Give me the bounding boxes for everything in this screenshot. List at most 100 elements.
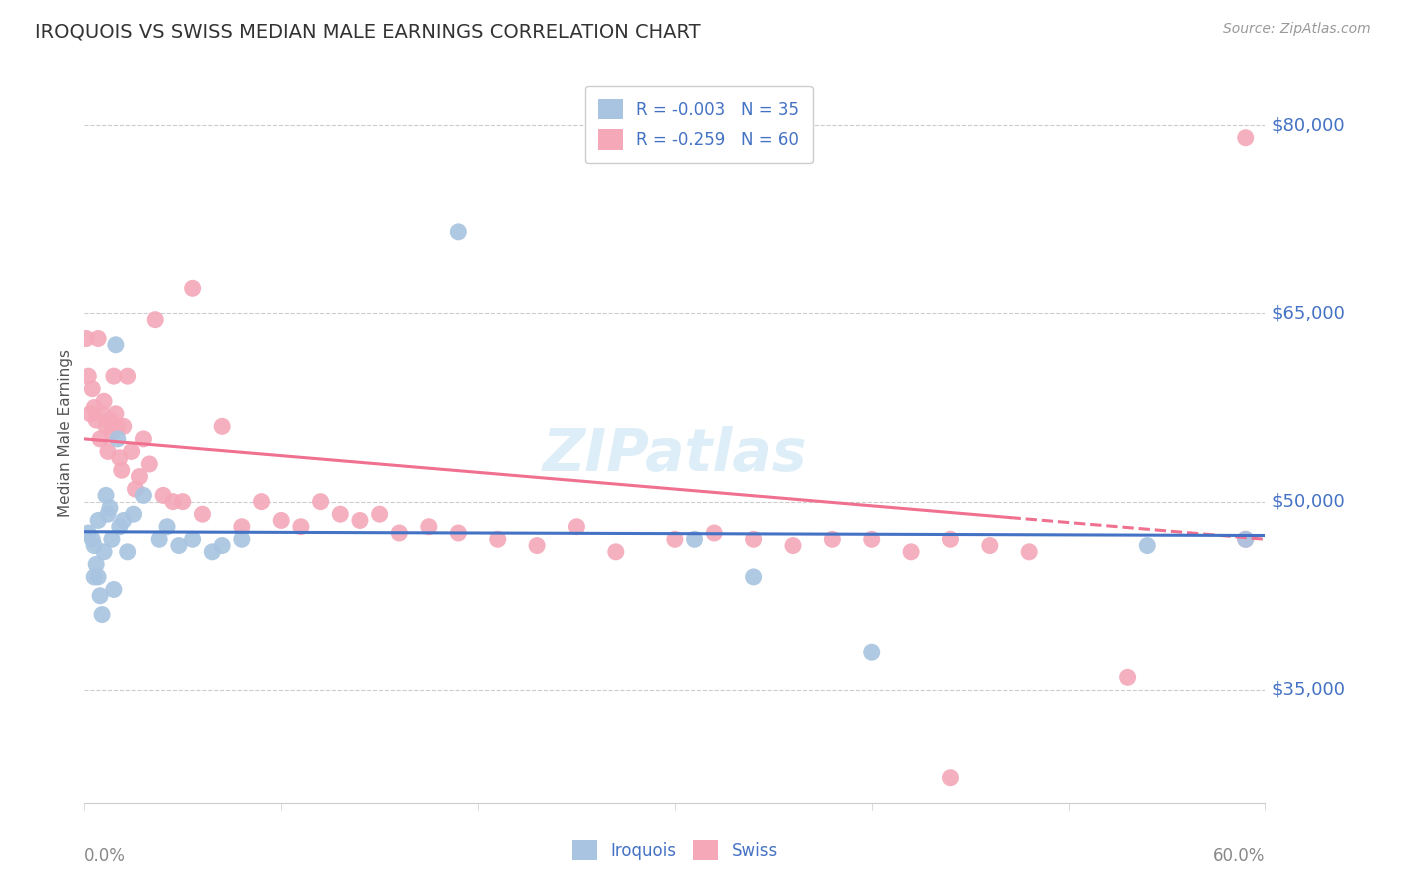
- Y-axis label: Median Male Earnings: Median Male Earnings: [58, 349, 73, 516]
- Point: [211, 539, 233, 553]
- Point: [98, 413, 121, 427]
- Text: $50,000: $50,000: [1271, 492, 1346, 510]
- Point: [156, 520, 179, 534]
- Point: [122, 507, 145, 521]
- Point: [112, 513, 135, 527]
- Point: [93, 545, 115, 559]
- Legend: Iroquois, Swiss: Iroquois, Swiss: [564, 831, 786, 869]
- Point: [152, 488, 174, 502]
- Point: [128, 469, 150, 483]
- Point: [84, 558, 107, 572]
- Point: [900, 545, 922, 559]
- Point: [939, 533, 962, 547]
- Point: [117, 369, 139, 384]
- Point: [97, 444, 120, 458]
- Point: [270, 513, 292, 527]
- Point: [91, 407, 114, 421]
- Text: $65,000: $65,000: [1271, 304, 1346, 322]
- Point: [87, 513, 110, 527]
- Point: [138, 457, 160, 471]
- Point: [98, 500, 121, 515]
- Point: [83, 539, 105, 553]
- Point: [108, 520, 131, 534]
- Point: [121, 444, 143, 458]
- Point: [89, 589, 111, 603]
- Point: [201, 545, 224, 559]
- Text: Source: ZipAtlas.com: Source: ZipAtlas.com: [1223, 22, 1371, 37]
- Point: [83, 401, 105, 415]
- Point: [979, 539, 1001, 553]
- Point: [1234, 533, 1257, 547]
- Point: [148, 533, 170, 547]
- Point: [703, 526, 725, 541]
- Point: [1234, 533, 1257, 547]
- Point: [447, 225, 470, 239]
- Point: [565, 520, 588, 534]
- Point: [101, 425, 124, 440]
- Point: [181, 281, 204, 295]
- Point: [782, 539, 804, 553]
- Point: [211, 419, 233, 434]
- Point: [143, 312, 166, 326]
- Point: [250, 494, 273, 508]
- Point: [82, 533, 104, 547]
- Point: [742, 570, 765, 584]
- Point: [231, 520, 253, 534]
- Point: [349, 513, 371, 527]
- Point: [167, 539, 190, 553]
- Point: [111, 463, 134, 477]
- Point: [860, 533, 883, 547]
- Point: [77, 369, 100, 384]
- Point: [87, 570, 110, 584]
- Point: [162, 494, 184, 508]
- Point: [117, 545, 139, 559]
- Text: 0.0%: 0.0%: [84, 847, 127, 864]
- Point: [94, 488, 117, 502]
- Point: [103, 582, 125, 597]
- Point: [101, 533, 124, 547]
- Point: [94, 419, 117, 434]
- Point: [84, 413, 107, 427]
- Point: [388, 526, 411, 541]
- Point: [87, 331, 110, 345]
- Point: [191, 507, 214, 521]
- Point: [75, 331, 97, 345]
- Text: ZIPatlas: ZIPatlas: [543, 426, 807, 483]
- Point: [368, 507, 391, 521]
- Point: [860, 645, 883, 659]
- Point: [107, 432, 129, 446]
- Point: [1116, 670, 1139, 684]
- Point: [486, 533, 509, 547]
- Point: [82, 382, 104, 396]
- Point: [664, 533, 686, 547]
- Point: [1136, 539, 1159, 553]
- Point: [329, 507, 352, 521]
- Point: [77, 526, 100, 541]
- Point: [418, 520, 440, 534]
- Text: 60.0%: 60.0%: [1213, 847, 1265, 864]
- Point: [132, 488, 155, 502]
- Point: [231, 533, 253, 547]
- Point: [108, 450, 131, 465]
- Point: [83, 570, 105, 584]
- Point: [742, 533, 765, 547]
- Text: IROQUOIS VS SWISS MEDIAN MALE EARNINGS CORRELATION CHART: IROQUOIS VS SWISS MEDIAN MALE EARNINGS C…: [35, 22, 700, 41]
- Point: [821, 533, 844, 547]
- Point: [93, 394, 115, 409]
- Point: [526, 539, 548, 553]
- Point: [290, 520, 312, 534]
- Point: [104, 338, 127, 352]
- Text: $80,000: $80,000: [1271, 116, 1346, 134]
- Point: [104, 407, 127, 421]
- Point: [89, 432, 111, 446]
- Point: [1018, 545, 1040, 559]
- Point: [172, 494, 194, 508]
- Point: [103, 369, 125, 384]
- Point: [1234, 130, 1257, 145]
- Point: [683, 533, 706, 547]
- Point: [132, 432, 155, 446]
- Point: [605, 545, 627, 559]
- Text: $35,000: $35,000: [1271, 681, 1346, 698]
- Point: [79, 407, 101, 421]
- Point: [124, 482, 146, 496]
